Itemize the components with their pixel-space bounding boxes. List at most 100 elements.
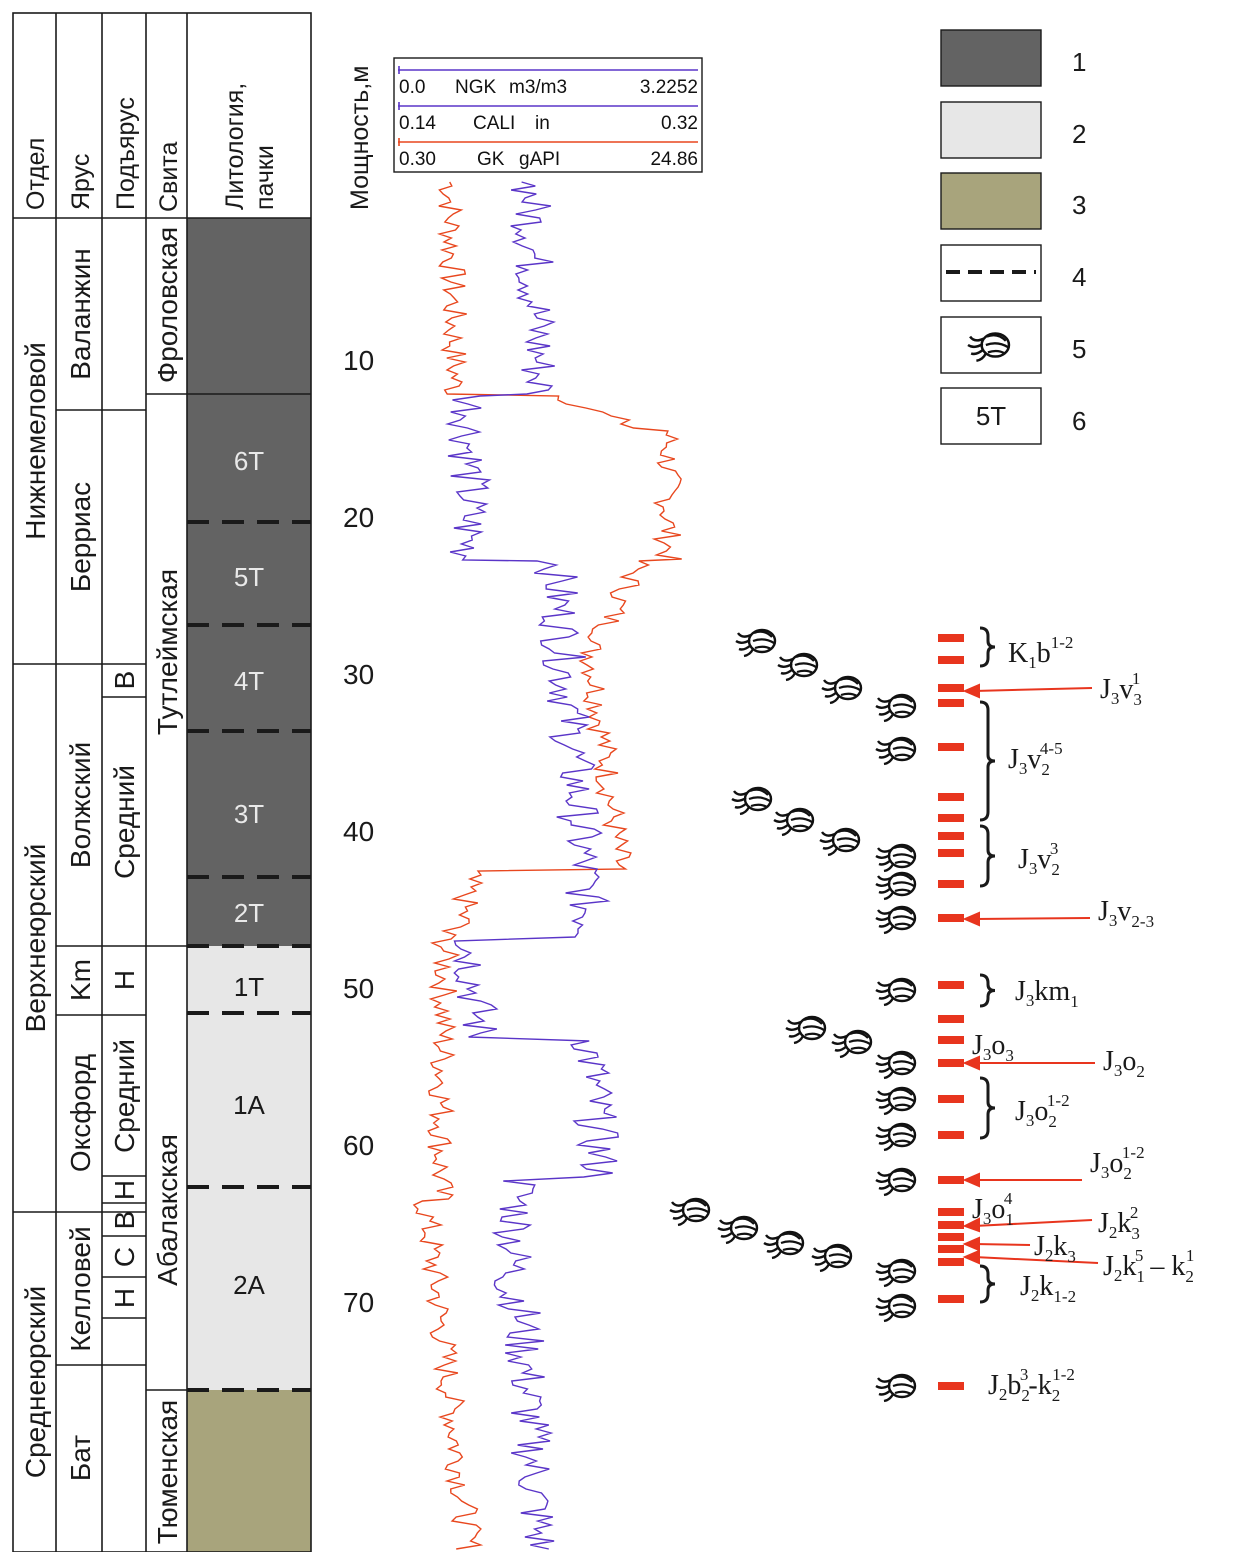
ammonite-icon [875,693,917,723]
age-label: J3km1 [1015,976,1079,1011]
header-svita: Свита [155,142,183,212]
sample-marker [938,1382,964,1390]
legend-num: 5 [1072,334,1086,364]
ammonite-icon [875,905,917,935]
log-gk-unit: gAPI [519,149,560,170]
ammonite-icon [763,1230,805,1260]
pack-label: 2А [233,1270,265,1300]
depth-scale: 10 20 30 40 50 60 70 [343,345,374,1318]
legend-num: 2 [1072,119,1086,149]
log-cali-max: 0.32 [661,113,698,134]
pack-label: 5Т [234,562,264,592]
legend-swatch-3 [940,172,1042,230]
sample-marker [938,1176,964,1184]
log-cali-min: 0.14 [399,113,436,134]
podyarus-label: Н [109,1288,140,1308]
svita-label: Тутлеймская [152,569,183,735]
sample-marker [938,814,964,822]
ammonite-icon [777,652,819,682]
ammonite-icon [875,1373,917,1403]
ammonite-icon [773,807,815,837]
legend-swatch-2 [940,101,1042,159]
log-header: 0.0 NGK m3/m3 3.2252 0.14 CALI in 0.32 0… [393,57,703,173]
ammonite-icon [735,628,777,658]
sample-marker [938,981,964,989]
sample-marker [938,634,964,642]
ammonite-icon [875,1050,917,1080]
sample-marker [938,880,964,888]
ammonite-icon [731,786,773,816]
age-label: J3v24-5 [1008,739,1063,779]
legend-swatch-1 [940,29,1042,87]
depth-tick-label: 50 [343,973,374,1004]
ammonite-icon [669,1197,711,1227]
yarus-label: Берриас [65,482,96,592]
brace [979,1264,996,1304]
sample-markers [938,634,964,1390]
log-ngk-name: NGK [455,77,497,98]
legend-num: 1 [1072,47,1086,77]
legend-num: 4 [1072,262,1086,292]
ammonite-icon [821,675,863,705]
ammonite-icon [875,1167,917,1197]
header-litology-line1: Литология, [221,83,249,210]
podyarus-label: Н [109,1180,140,1200]
ammonite-icon [875,736,917,766]
age-label: J2b23-k21-2 [988,1365,1075,1405]
log-ngk-min: 0.0 [399,77,425,98]
brace [979,700,996,822]
sample-marker [938,832,964,840]
log-ngk-max: 3.2252 [640,77,698,98]
age-label: K1b1-2 [1008,633,1073,672]
header-otdel: Отдел [22,138,50,210]
sample-marker [938,684,964,692]
ammonite-icon [875,1293,917,1323]
brace [979,626,996,668]
yarus-label: Km [65,959,96,1001]
sample-marker [938,1015,964,1023]
sample-marker [938,656,964,664]
log-gk-max: 24.86 [650,149,698,170]
otdel-label: Нижнемеловой [20,342,51,540]
sample-marker [938,1131,964,1139]
yarus-label: Бат [65,1435,96,1481]
age-label: J2k1-2 [1020,1271,1076,1306]
legend: 1 2 3 4 5 5Т 6 [940,29,1086,445]
pack-label: 3Т [234,799,264,829]
svita-label: Фроловская [152,227,183,383]
pack-label: 4Т [234,666,264,696]
podyarus-label: Средний [109,765,140,879]
sample-marker [938,1036,964,1044]
age-label: J3v31 [1100,669,1142,709]
braces [979,626,996,1304]
header-yarus: Ярус [67,154,95,210]
fossil-occurrences [669,628,917,1403]
legend-pack-sample: 5Т [976,401,1006,431]
depth-tick-label: 10 [343,345,374,376]
age-label: J3v23 [1018,839,1060,879]
sample-marker [938,1095,964,1103]
podyarus-label: С [109,1247,140,1267]
depth-tick-label: 40 [343,816,374,847]
sample-marker [938,1208,964,1216]
sample-marker [938,1233,964,1241]
header-litology-line2: пачки [251,145,279,210]
sample-marker [938,1245,964,1253]
ammonite-icon [819,827,861,857]
age-label: J3o3 [972,1030,1014,1065]
depth-tick-label: 30 [343,659,374,690]
yarus-label: Келловей [65,1226,96,1351]
age-label: J3o21-2 [1015,1091,1070,1131]
podyarus-label: В [109,671,140,690]
gk-curve [412,181,682,1550]
otdel-label: Среднеюрский [20,1286,51,1478]
podyarus-label: Средний [109,1039,140,1153]
sample-marker [938,914,964,922]
svita-label: Абалакская [152,1134,183,1286]
header-thickness: Мощность,м [346,66,374,210]
yarus-label: Волжский [65,742,96,868]
legend-num: 6 [1072,406,1086,436]
pack-label: 6Т [234,446,264,476]
